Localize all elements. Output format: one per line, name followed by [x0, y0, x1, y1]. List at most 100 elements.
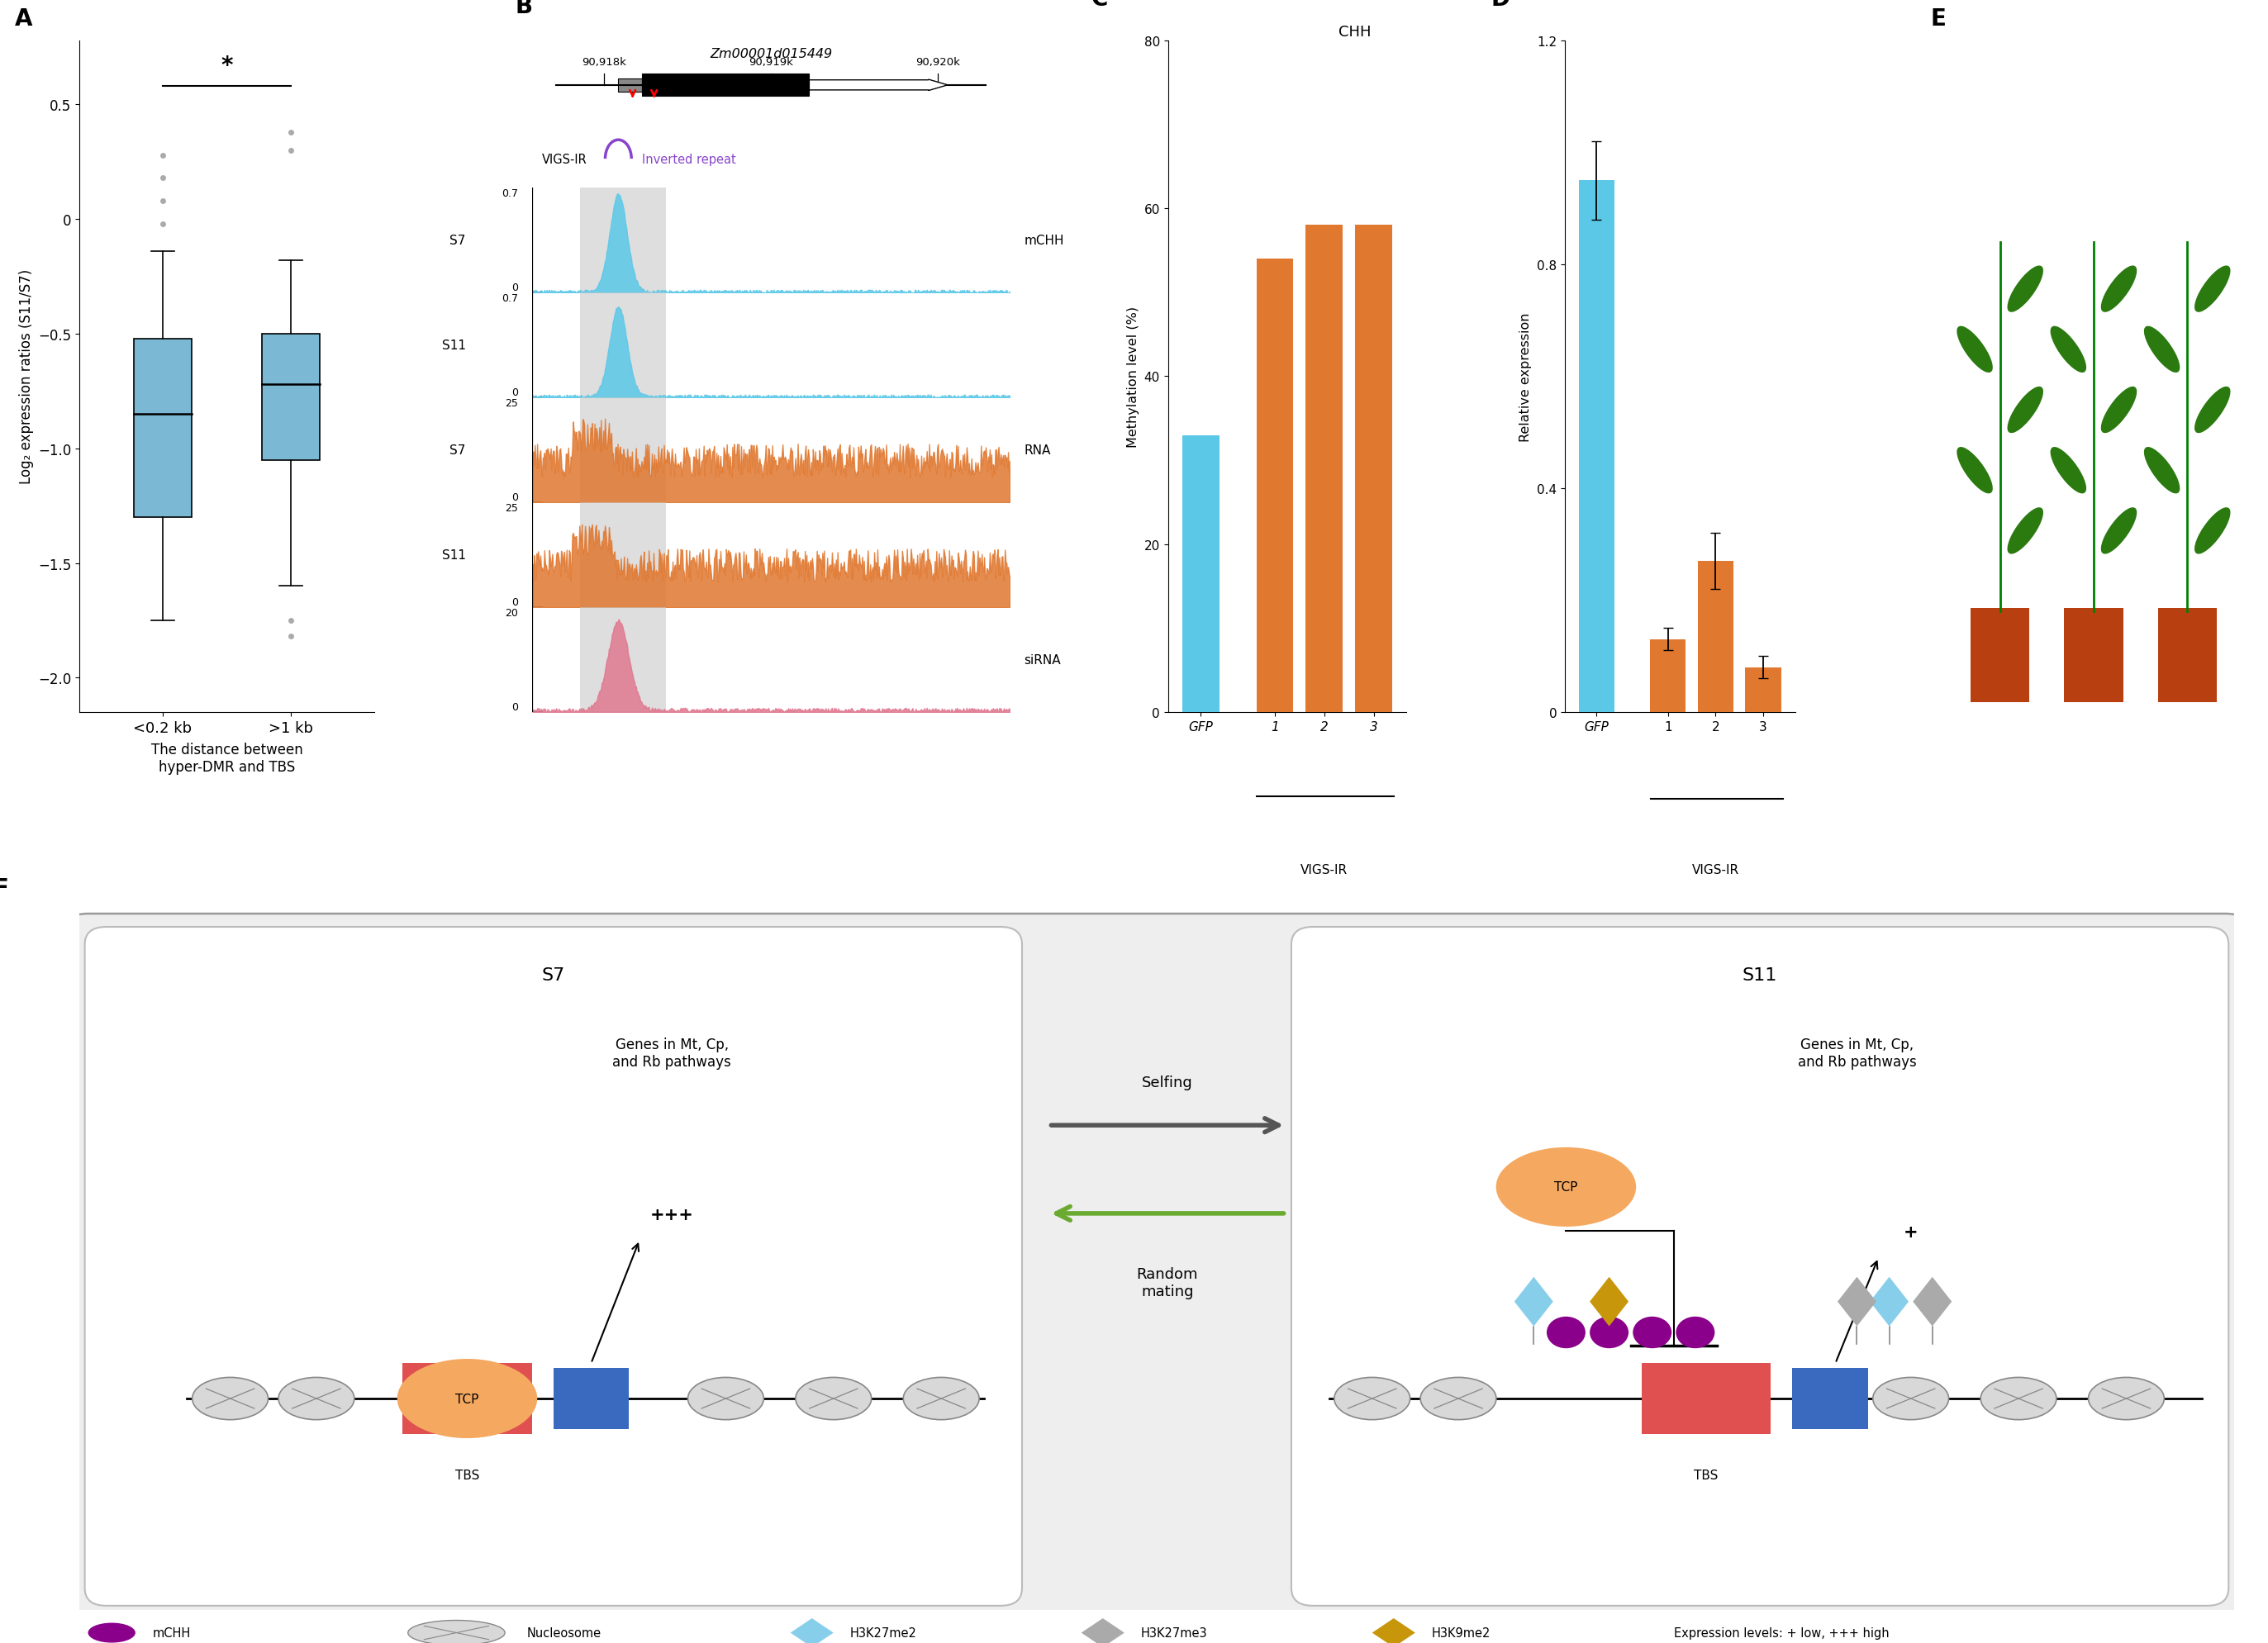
Bar [1579, 181, 1615, 713]
Ellipse shape [279, 1377, 354, 1420]
Ellipse shape [1873, 1377, 1948, 1420]
Text: D: D [1490, 0, 1510, 10]
Text: B: B [515, 0, 533, 18]
Text: IspH: IspH [2000, 89, 2028, 100]
Text: S7: S7 [449, 444, 465, 457]
Bar [642, 74, 810, 97]
Polygon shape [1590, 1277, 1628, 1326]
Ellipse shape [1334, 1377, 1411, 1420]
Text: mCHH: mCHH [152, 1627, 191, 1640]
Ellipse shape [2195, 388, 2229, 434]
Text: RNA: RNA [1023, 444, 1050, 457]
Text: VIGS-IR: VIGS-IR [1692, 864, 1740, 876]
Ellipse shape [903, 1377, 980, 1420]
Bar [1306, 225, 1343, 713]
Text: Genes in Mt, Cp,
and Rb pathways: Genes in Mt, Cp, and Rb pathways [1799, 1037, 1916, 1070]
Text: S11: S11 [442, 340, 465, 352]
Text: mCHH: mCHH [1023, 235, 1064, 246]
Text: *: * [220, 54, 234, 77]
FancyBboxPatch shape [1971, 608, 2030, 703]
Text: Expression levels: + low, +++ high: Expression levels: + low, +++ high [1674, 1627, 1889, 1640]
Bar [619, 79, 642, 92]
Ellipse shape [1957, 327, 1994, 373]
Text: CHH: CHH [1338, 25, 1370, 39]
Bar [404, 1364, 533, 1434]
Polygon shape [1082, 1618, 1125, 1643]
Text: TBS: TBS [1694, 1469, 1719, 1482]
Ellipse shape [2195, 266, 2229, 312]
Text: TCP: TCP [456, 1393, 479, 1405]
Text: C: C [1091, 0, 1109, 10]
Text: 0: 0 [513, 596, 517, 608]
Bar [1746, 667, 1780, 713]
Ellipse shape [1980, 1377, 2057, 1420]
Bar [1651, 639, 1685, 713]
Ellipse shape [2143, 447, 2180, 495]
Circle shape [1676, 1316, 1715, 1349]
Text: 90,920k: 90,920k [916, 58, 959, 67]
Text: Selfing: Selfing [1143, 1076, 1193, 1091]
Text: S11: S11 [442, 549, 465, 562]
Text: F: F [0, 877, 9, 900]
Text: VIGS-IR: VIGS-IR [2164, 89, 2209, 100]
Ellipse shape [2007, 388, 2043, 434]
Text: Nucleosome: Nucleosome [526, 1627, 601, 1640]
Text: Random
mating: Random mating [1136, 1267, 1198, 1298]
Y-axis label: Relative expression: Relative expression [1520, 312, 1533, 442]
Polygon shape [792, 1618, 835, 1643]
Bar [581, 189, 667, 294]
Text: Inverted repeat: Inverted repeat [642, 153, 737, 166]
Ellipse shape [2007, 508, 2043, 554]
Bar [581, 503, 667, 608]
Text: 20: 20 [506, 608, 517, 618]
Bar [553, 1369, 628, 1429]
Text: H3K27me3: H3K27me3 [1141, 1627, 1207, 1640]
Text: TCP: TCP [1554, 1181, 1579, 1193]
Polygon shape [1372, 1618, 1415, 1643]
Circle shape [1547, 1316, 1585, 1349]
Text: H3K9me2: H3K9me2 [1431, 1627, 1490, 1640]
Text: 0: 0 [513, 388, 517, 398]
Text: Genes in Mt, Cp,
and Rb pathways: Genes in Mt, Cp, and Rb pathways [612, 1037, 730, 1070]
Text: TBS: TBS [456, 1469, 479, 1482]
Text: S11: S11 [1742, 966, 1778, 984]
Bar [134, 338, 191, 518]
FancyArrow shape [810, 81, 948, 92]
Polygon shape [1869, 1277, 1910, 1326]
FancyBboxPatch shape [1290, 927, 2229, 1605]
Ellipse shape [1420, 1377, 1497, 1420]
Ellipse shape [397, 1359, 538, 1438]
Ellipse shape [2050, 447, 2087, 495]
Text: Zm00001d015449: Zm00001d015449 [710, 48, 832, 61]
Ellipse shape [2195, 508, 2229, 554]
Bar [263, 335, 320, 460]
Text: +: + [1903, 1224, 1919, 1240]
Ellipse shape [408, 1620, 506, 1643]
Ellipse shape [2143, 327, 2180, 373]
Text: 25: 25 [506, 503, 517, 514]
Text: E: E [1930, 8, 1946, 31]
Ellipse shape [193, 1377, 268, 1420]
Text: VIGS-IR: VIGS-IR [542, 153, 587, 166]
Ellipse shape [2089, 1377, 2164, 1420]
Text: 0: 0 [513, 283, 517, 294]
Y-axis label: Log₂ expression ratios (S11/S7): Log₂ expression ratios (S11/S7) [18, 269, 34, 485]
Bar [1792, 1369, 1869, 1429]
FancyBboxPatch shape [84, 927, 1023, 1605]
Text: 0: 0 [513, 493, 517, 503]
Ellipse shape [687, 1377, 764, 1420]
FancyBboxPatch shape [2157, 608, 2216, 703]
Circle shape [1633, 1316, 1672, 1349]
Text: siRNA: siRNA [1023, 654, 1061, 667]
Text: A: A [14, 8, 32, 31]
Circle shape [88, 1623, 136, 1643]
Text: S7: S7 [449, 235, 465, 246]
Text: 25: 25 [506, 398, 517, 409]
Text: 0.7: 0.7 [501, 189, 517, 199]
Text: H3K27me2: H3K27me2 [850, 1627, 916, 1640]
Text: 90,919k: 90,919k [748, 58, 794, 67]
Text: VIGS-: VIGS- [2059, 89, 2093, 100]
Ellipse shape [2007, 266, 2043, 312]
Bar [1642, 1364, 1771, 1434]
Bar [581, 294, 667, 398]
